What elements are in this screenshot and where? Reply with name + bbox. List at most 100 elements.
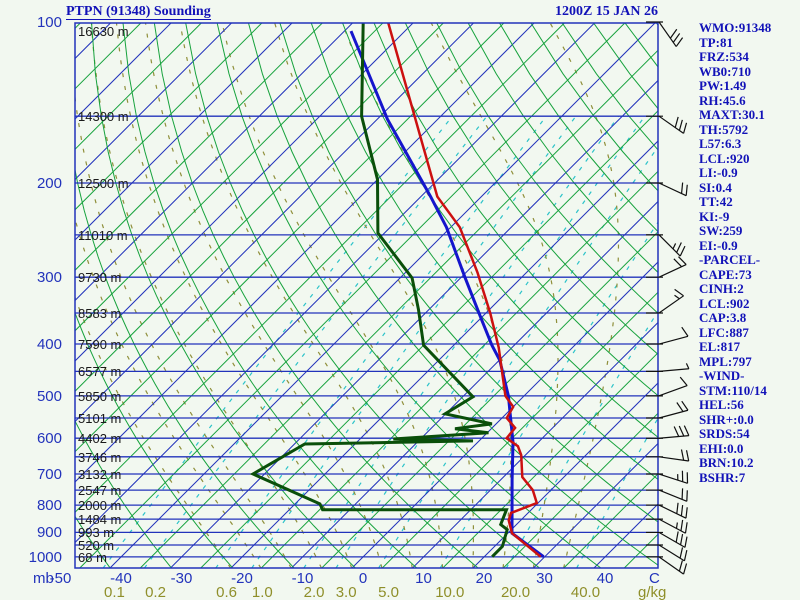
pressure-label: 700	[36, 466, 62, 484]
wind-barb	[658, 363, 690, 372]
wind-barb	[658, 256, 687, 278]
wind-barb	[658, 182, 688, 197]
wind-barb	[658, 234, 686, 257]
wet_bulb-trace	[349, 30, 545, 558]
wind-barb	[658, 488, 688, 502]
temp-label: 0	[358, 570, 368, 587]
height-label: 2547 m	[78, 483, 122, 499]
height-label: 16630 m	[78, 24, 129, 39]
wind-barb	[658, 518, 688, 534]
height-label: 1484 m	[78, 512, 122, 528]
mixing-unit-label: g/kg	[638, 584, 667, 600]
index-value: LCL:902	[699, 295, 750, 311]
pressure-label: 200	[36, 175, 62, 193]
index-value: SI:0.4	[699, 179, 732, 195]
index-value: CAP:3.8	[699, 310, 747, 325]
wind-barb	[658, 470, 689, 484]
index-value: FRZ:534	[699, 49, 749, 64]
wind-barb	[658, 400, 689, 419]
index-value: TH:5792	[699, 121, 749, 137]
wind-barb	[658, 376, 688, 397]
mixing-ratio-label: 0.6	[216, 584, 237, 600]
wind-barb	[658, 531, 688, 548]
pressure-label: 900	[36, 524, 62, 542]
index-value: WMO:91348	[699, 20, 772, 35]
mixing-ratio-label: 20.0	[500, 584, 531, 600]
datetime-label: 1200Z 15 JAN 26	[554, 4, 658, 19]
wind-barb	[658, 502, 688, 519]
height-label: 7590 m	[78, 337, 122, 353]
temp-label: -50	[49, 570, 72, 587]
pressure-label: 600	[36, 430, 62, 448]
plot-area	[75, 23, 658, 568]
index-value: CINH:2	[699, 281, 744, 296]
wind-barb	[658, 425, 690, 439]
temp-label: -10	[291, 570, 314, 587]
index-value: SRDS:54	[699, 426, 750, 441]
temp-label: 40	[596, 570, 614, 587]
temp-label: -40	[110, 570, 132, 587]
pressure-label: 100	[36, 14, 62, 31]
index-value: CAPE:73	[699, 266, 752, 282]
wind-barb	[658, 449, 690, 462]
index-value: SW:259	[699, 223, 743, 238]
height-label: 520 m	[78, 537, 115, 553]
height-label: 9730 m	[78, 270, 122, 286]
mixing-ratio-label: 40.0	[570, 584, 601, 600]
index-value: HEL:56	[699, 397, 744, 412]
pressure-label: 500	[36, 387, 62, 405]
index-value: RH:45.6	[699, 92, 746, 108]
index-value: MAXT:30.1	[699, 107, 765, 122]
wind-barb	[658, 556, 688, 575]
wind-barb	[658, 544, 688, 562]
height-label: 993 m	[78, 525, 115, 541]
dewpoint-trace	[249, 23, 509, 558]
mixing-ratio-label: 1.0	[251, 584, 273, 600]
index-value: STM:110/14	[699, 382, 767, 398]
wind-barb	[658, 115, 688, 134]
index-value: LFC:887	[699, 324, 749, 340]
height-label: 4402 m	[78, 431, 122, 447]
index-value: -WIND-	[699, 368, 745, 383]
pressure-label: 400	[36, 336, 62, 354]
height-label: 3746 m	[78, 449, 122, 465]
height-label: 12500 m	[78, 176, 129, 192]
index-value: WB0:710	[699, 63, 751, 79]
index-value: KI:-9	[699, 208, 730, 224]
index-value: LI:-0.9	[699, 165, 738, 180]
mixing-ratio-label: 3.0	[335, 584, 357, 600]
temp-label: 20	[475, 570, 493, 587]
temperature-trace	[386, 23, 542, 558]
index-value: MPL:797	[699, 353, 752, 369]
height-label: 11010 m	[78, 227, 128, 243]
index-value: PW:1.49	[699, 78, 747, 93]
index-value: EHI:0.0	[699, 440, 744, 456]
pressure-unit-label: mb	[33, 570, 54, 587]
index-value: EI:-0.9	[699, 237, 738, 253]
index-value: LCL:920	[699, 150, 750, 166]
temp-label: 10	[415, 570, 432, 587]
height-label: 6577 m	[78, 364, 122, 380]
height-label: 5850 m	[78, 388, 122, 404]
index-value: TP:81	[699, 34, 733, 50]
chart-title: PTPN (91348) Sounding	[66, 4, 211, 20]
temp-label: -20	[231, 570, 253, 587]
temp-unit-label: C	[649, 570, 660, 587]
index-value: BRN:10.2	[699, 455, 754, 470]
wind-barb	[658, 288, 684, 314]
height-label: 3132 m	[78, 467, 122, 483]
index-value: BSHR:7	[699, 469, 746, 485]
index-value: TT:42	[699, 194, 733, 209]
wind-barb	[658, 21, 684, 47]
index-value: L57:6.3	[699, 136, 742, 151]
stability-indices-panel: WMO:91348 TP:81 FRZ:534 WB0:710 PW:1.49 RH:45…	[699, 20, 772, 485]
height-label: 5101 m	[78, 411, 122, 426]
index-value: -PARCEL-	[699, 252, 761, 267]
temp-label: -30	[170, 570, 193, 587]
mixing-ratio-label: 0.1	[104, 584, 125, 600]
mixing-ratio-label: 5.0	[378, 584, 399, 600]
mixing-ratio-label: 0.2	[145, 584, 166, 600]
pressure-label: 300	[36, 269, 62, 287]
wind-barb-column	[646, 21, 690, 575]
